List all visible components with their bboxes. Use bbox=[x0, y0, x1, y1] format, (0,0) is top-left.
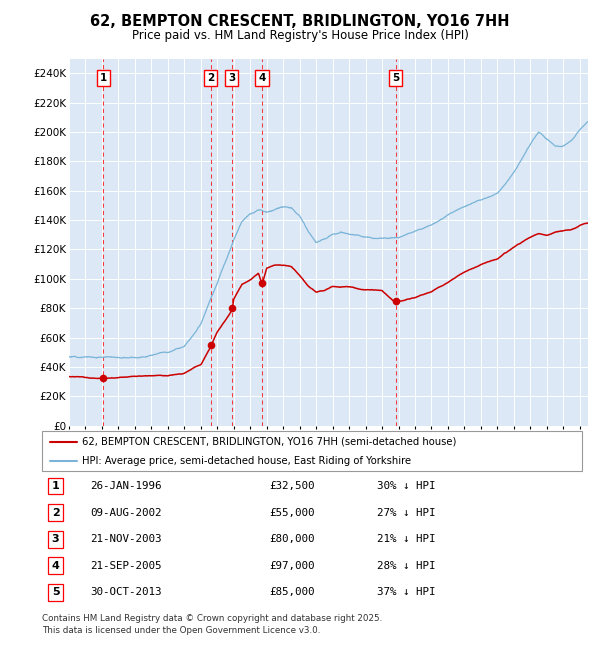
Text: 21-NOV-2003: 21-NOV-2003 bbox=[91, 534, 162, 544]
Text: 21% ↓ HPI: 21% ↓ HPI bbox=[377, 534, 436, 544]
Text: 28% ↓ HPI: 28% ↓ HPI bbox=[377, 561, 436, 571]
Text: £85,000: £85,000 bbox=[269, 588, 314, 597]
Text: 30-OCT-2013: 30-OCT-2013 bbox=[91, 588, 162, 597]
Text: £80,000: £80,000 bbox=[269, 534, 314, 544]
Text: 21-SEP-2005: 21-SEP-2005 bbox=[91, 561, 162, 571]
Text: HPI: Average price, semi-detached house, East Riding of Yorkshire: HPI: Average price, semi-detached house,… bbox=[83, 456, 412, 466]
Text: 2: 2 bbox=[52, 508, 59, 517]
Text: 09-AUG-2002: 09-AUG-2002 bbox=[91, 508, 162, 517]
Text: 27% ↓ HPI: 27% ↓ HPI bbox=[377, 508, 436, 517]
Text: 3: 3 bbox=[229, 73, 236, 83]
Text: 1: 1 bbox=[100, 73, 107, 83]
Text: Price paid vs. HM Land Registry's House Price Index (HPI): Price paid vs. HM Land Registry's House … bbox=[131, 29, 469, 42]
Text: 2: 2 bbox=[207, 73, 214, 83]
Text: 5: 5 bbox=[392, 73, 400, 83]
Text: 30% ↓ HPI: 30% ↓ HPI bbox=[377, 481, 436, 491]
Text: 4: 4 bbox=[259, 73, 266, 83]
Text: £32,500: £32,500 bbox=[269, 481, 314, 491]
Text: 4: 4 bbox=[52, 561, 59, 571]
Text: 26-JAN-1996: 26-JAN-1996 bbox=[91, 481, 162, 491]
FancyBboxPatch shape bbox=[42, 431, 582, 471]
Text: 37% ↓ HPI: 37% ↓ HPI bbox=[377, 588, 436, 597]
Text: 3: 3 bbox=[52, 534, 59, 544]
Text: 62, BEMPTON CRESCENT, BRIDLINGTON, YO16 7HH: 62, BEMPTON CRESCENT, BRIDLINGTON, YO16 … bbox=[90, 14, 510, 29]
Text: 62, BEMPTON CRESCENT, BRIDLINGTON, YO16 7HH (semi-detached house): 62, BEMPTON CRESCENT, BRIDLINGTON, YO16 … bbox=[83, 437, 457, 447]
Text: 5: 5 bbox=[52, 588, 59, 597]
Text: £55,000: £55,000 bbox=[269, 508, 314, 517]
Text: Contains HM Land Registry data © Crown copyright and database right 2025.
This d: Contains HM Land Registry data © Crown c… bbox=[42, 614, 382, 635]
Text: 1: 1 bbox=[52, 481, 59, 491]
Text: £97,000: £97,000 bbox=[269, 561, 314, 571]
